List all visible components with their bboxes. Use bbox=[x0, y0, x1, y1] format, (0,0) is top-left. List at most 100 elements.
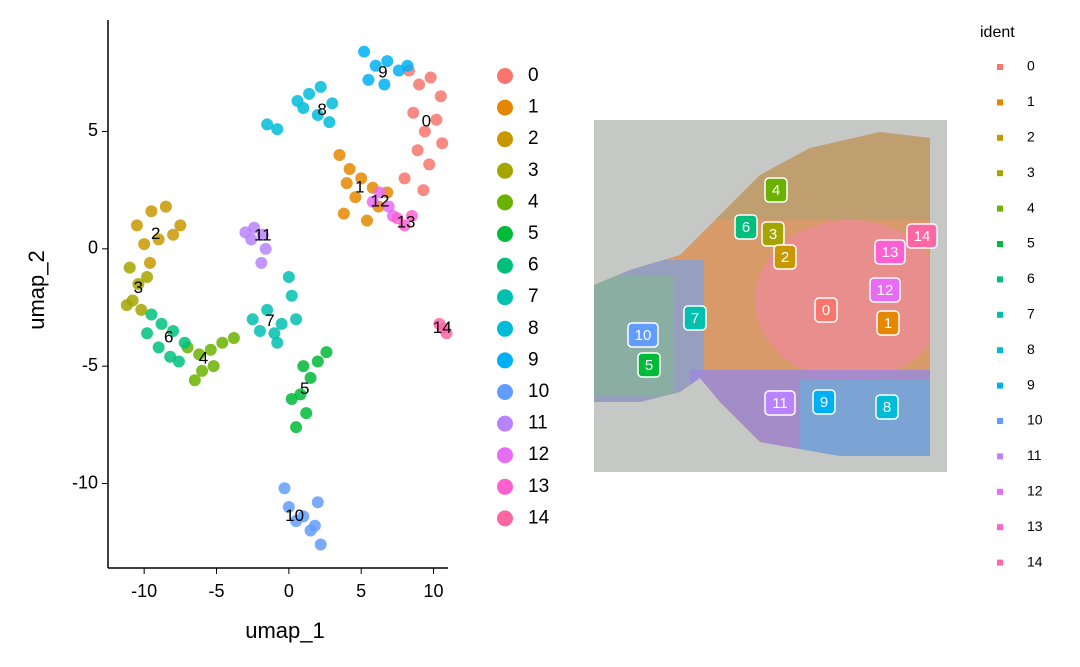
legend-title: ident bbox=[980, 24, 1015, 41]
cell-point bbox=[369, 59, 382, 72]
spatial-label: 8 bbox=[883, 399, 891, 416]
cell-point bbox=[297, 102, 310, 115]
cluster-label: 6 bbox=[164, 327, 173, 346]
cell-point bbox=[204, 343, 217, 356]
legend-label: 4 bbox=[528, 191, 539, 212]
cluster-label: 8 bbox=[317, 100, 326, 119]
cell-point bbox=[172, 355, 185, 368]
ident-legend-key bbox=[997, 559, 1003, 566]
spatial-label: 3 bbox=[769, 226, 777, 243]
cell-point bbox=[297, 360, 310, 373]
ident-legend-key bbox=[997, 276, 1003, 283]
cell-point bbox=[275, 317, 288, 330]
cell-point bbox=[333, 148, 346, 161]
cell-point bbox=[138, 238, 151, 251]
spatial-label-box bbox=[906, 223, 938, 249]
ident-legend-key bbox=[997, 453, 1003, 460]
legend-label: 14 bbox=[528, 507, 550, 528]
spatial-label-box bbox=[627, 322, 659, 348]
spatial-label-box bbox=[637, 352, 661, 378]
cell-point bbox=[440, 327, 453, 340]
legend-key bbox=[497, 99, 513, 116]
cell-point bbox=[167, 324, 180, 337]
cell-point bbox=[259, 242, 272, 255]
cell-point bbox=[417, 184, 430, 197]
legend-label: 5 bbox=[528, 223, 539, 244]
ident-legend-label: 4 bbox=[1027, 199, 1035, 215]
cell-point bbox=[278, 482, 291, 495]
cell-point bbox=[311, 496, 324, 509]
cell-point bbox=[304, 371, 317, 384]
legend-label: 12 bbox=[528, 444, 549, 465]
cell-point bbox=[268, 327, 281, 340]
ident-legend-key bbox=[997, 64, 1003, 70]
cell-point bbox=[434, 90, 447, 103]
cell-point bbox=[271, 336, 284, 349]
cell-point bbox=[159, 200, 172, 213]
cell-point bbox=[323, 116, 336, 129]
cell-point bbox=[413, 78, 426, 91]
spatial-label: 11 bbox=[772, 395, 788, 412]
legend-label: 3 bbox=[528, 160, 539, 181]
cluster-label: 5 bbox=[300, 379, 309, 398]
cell-point bbox=[418, 125, 431, 138]
ident-legend-label: 11 bbox=[1027, 447, 1042, 463]
spatial-label: 5 bbox=[645, 357, 653, 374]
cell-point bbox=[141, 270, 154, 283]
cell-point bbox=[311, 355, 324, 368]
ident-legend-label: 0 bbox=[1027, 58, 1035, 74]
cell-point bbox=[423, 158, 436, 171]
spatial-label-box bbox=[875, 394, 899, 420]
ident-legend-label: 14 bbox=[1027, 553, 1043, 569]
spatial-label: 9 bbox=[820, 394, 828, 411]
spatial-label: 13 bbox=[882, 244, 899, 261]
cell-point bbox=[216, 336, 229, 349]
ident-legend-key bbox=[997, 170, 1003, 177]
spatial-label: 6 bbox=[742, 219, 750, 236]
cell-point bbox=[355, 172, 368, 185]
cell-point bbox=[271, 123, 284, 136]
legend-key bbox=[497, 320, 513, 337]
cell-point bbox=[401, 59, 414, 72]
ident-legend-label: 10 bbox=[1027, 412, 1043, 428]
spatial-label-box bbox=[869, 277, 901, 303]
cell-point bbox=[282, 500, 295, 513]
ident-legend-label: 6 bbox=[1027, 270, 1035, 286]
spatial-label: 10 bbox=[635, 327, 652, 344]
cell-point bbox=[366, 195, 379, 208]
ident-legend-key bbox=[997, 488, 1003, 495]
cell-point bbox=[360, 214, 373, 227]
ident-legend-key bbox=[997, 311, 1003, 318]
spatial-label-box bbox=[876, 310, 900, 336]
spatial-label-box bbox=[874, 239, 906, 265]
x-tick-label: 0 bbox=[284, 581, 294, 601]
ident-legend-key bbox=[997, 99, 1003, 106]
cell-point bbox=[120, 299, 133, 312]
cell-point bbox=[381, 55, 394, 68]
spatial-label-box bbox=[683, 305, 707, 331]
legend-label: 1 bbox=[528, 97, 539, 118]
cell-point bbox=[145, 205, 158, 218]
cell-point bbox=[285, 289, 298, 302]
spatial-label: 4 bbox=[772, 182, 780, 199]
cluster-label: 0 bbox=[422, 112, 431, 131]
spatial-label-box bbox=[764, 390, 796, 416]
legend-key bbox=[497, 194, 513, 211]
cell-point bbox=[145, 308, 158, 321]
spatial-label-box bbox=[812, 389, 836, 415]
cell-point bbox=[135, 303, 148, 316]
legend-key bbox=[497, 447, 513, 464]
cell-point bbox=[349, 191, 362, 204]
cell-point bbox=[248, 221, 261, 234]
cluster-label: 7 bbox=[265, 311, 274, 330]
ident-legend-key bbox=[997, 347, 1003, 354]
cell-point bbox=[261, 118, 274, 131]
ident-legend-key bbox=[997, 241, 1003, 247]
cell-point bbox=[123, 261, 136, 274]
cluster-label: 9 bbox=[378, 62, 387, 81]
cell-point bbox=[326, 97, 339, 110]
spatial-label-box bbox=[773, 244, 797, 270]
cluster-label: 12 bbox=[371, 191, 390, 210]
ident-legend-label: 1 bbox=[1027, 93, 1035, 109]
